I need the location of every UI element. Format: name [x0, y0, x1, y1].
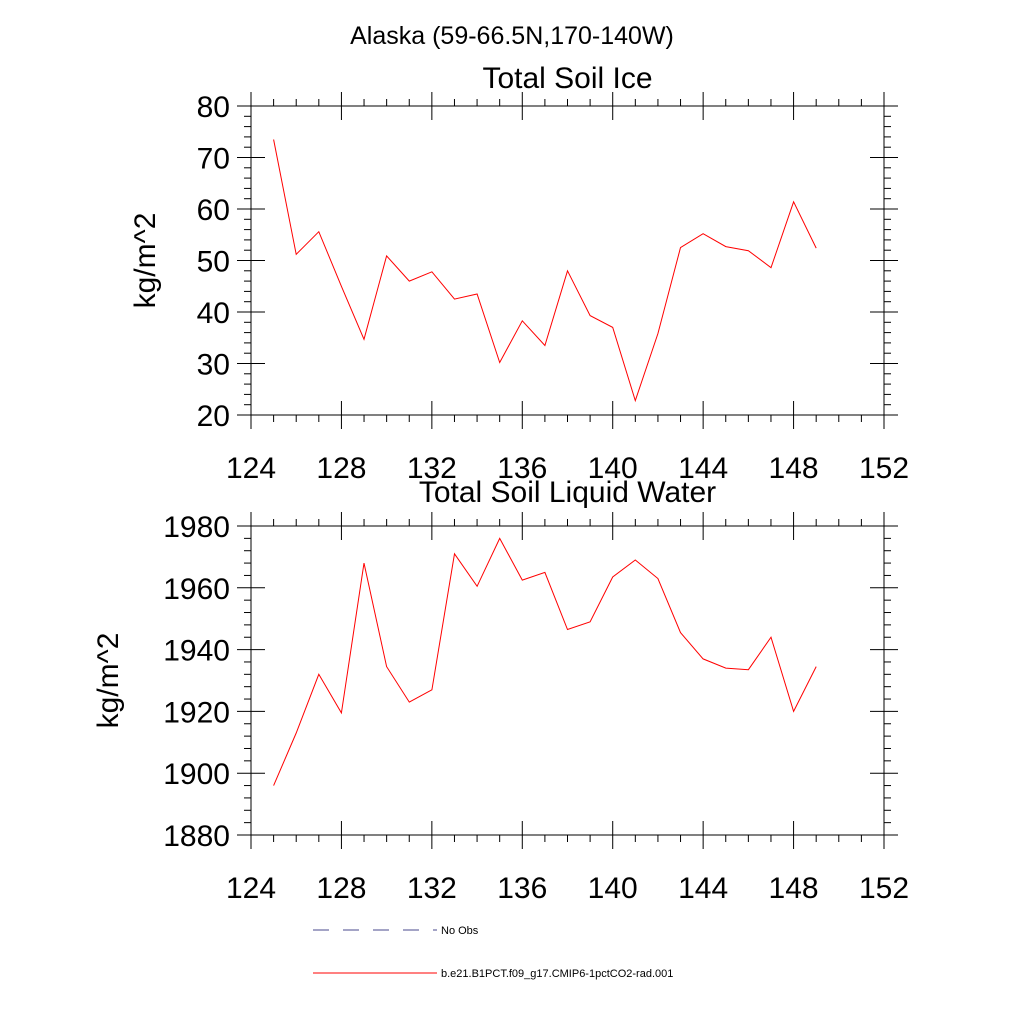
- y-tick-label: 1920: [163, 696, 230, 729]
- x-tick-label: 128: [316, 872, 366, 905]
- y-tick-label: 1980: [163, 511, 230, 544]
- x-tick-label: 136: [497, 452, 547, 485]
- x-tick-label: 136: [497, 872, 547, 905]
- figure-title: Alaska (59-66.5N,170-140W): [350, 22, 674, 50]
- chart-title: Total Soil Liquid Water: [419, 476, 716, 509]
- legend-item-1: No Obs: [313, 925, 479, 937]
- plot-frame: [250, 105, 885, 416]
- chart-panels: Total Soil Ice kg/m^2 124 128 132 136 140 144 14…: [92, 62, 909, 905]
- y-tick-label: 70: [197, 143, 230, 176]
- y-tick-label: 1900: [163, 758, 230, 791]
- y-tick-label: 80: [197, 91, 230, 124]
- y-tick-label: 60: [197, 194, 230, 227]
- x-tick-label: 132: [407, 452, 457, 485]
- y-tick-label: 1880: [163, 820, 230, 853]
- legend-item-2: b.e21.B1PCT.f09_g17.CMIP6-1pctCO2-rad.00…: [313, 968, 673, 980]
- legend-label: b.e21.B1PCT.f09_g17.CMIP6-1pctCO2-rad.00…: [441, 968, 673, 980]
- y-tick-label: 20: [197, 400, 230, 433]
- x-tick-label: 144: [678, 452, 728, 485]
- y-tick-label: 1960: [163, 573, 230, 606]
- chart-title: Total Soil Ice: [482, 62, 652, 95]
- x-tick-label: 128: [316, 452, 366, 485]
- chart-panel-2: Total Soil Liquid Water kg/m^2 124 128 132 13…: [92, 476, 909, 905]
- x-tick-label: 140: [588, 452, 638, 485]
- y-axis-label: kg/m^2: [92, 633, 125, 729]
- y-axis-label: kg/m^2: [129, 213, 162, 309]
- x-tick-label: 152: [859, 872, 909, 905]
- x-tick-label: 148: [769, 452, 819, 485]
- y-tick-label: 50: [197, 246, 230, 279]
- legend-label: No Obs: [441, 925, 479, 937]
- x-tick-label: 144: [678, 872, 728, 905]
- series-line: [273, 139, 817, 403]
- x-tick-label: 152: [859, 452, 909, 485]
- x-tick-label: 140: [588, 872, 638, 905]
- chart-legend: No Obs b.e21.B1PCT.f09_g17.CMIP6-1pctCO2-…: [313, 925, 673, 980]
- series-line: [273, 537, 817, 786]
- y-tick-label: 40: [197, 297, 230, 330]
- x-tick-label: 148: [769, 872, 819, 905]
- x-tick-label: 132: [407, 872, 457, 905]
- chart-panel-1: Total Soil Ice kg/m^2 124 128 132 136 140 144 14…: [129, 62, 909, 485]
- x-tick-label: 124: [226, 452, 276, 485]
- x-tick-label: 124: [226, 872, 276, 905]
- y-tick-label: 30: [197, 349, 230, 382]
- y-tick-label: 1940: [163, 635, 230, 668]
